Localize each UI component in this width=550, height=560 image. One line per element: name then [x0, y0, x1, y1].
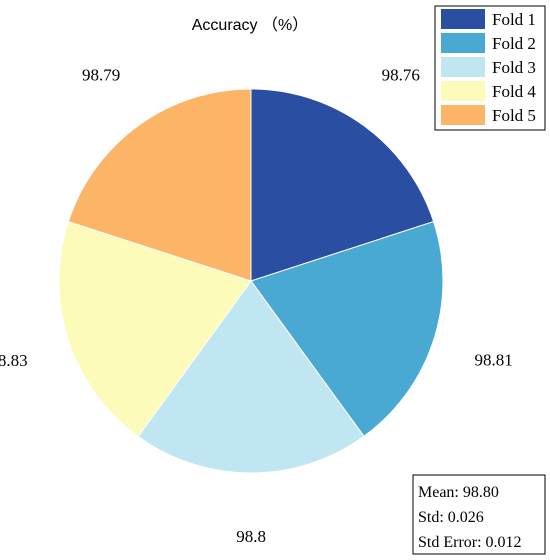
slice-value-label-fold-3: 98.8 [236, 527, 266, 546]
slice-value-label-fold-4: 98.83 [0, 351, 28, 370]
legend: Fold 1 Fold 2 Fold 3 Fold 4 Fold 5 [434, 5, 546, 131]
slice-value-label-fold-1: 98.76 [382, 66, 420, 85]
legend-label-fold-5: Fold 5 [492, 106, 536, 125]
slice-value-label-fold-5: 98.79 [82, 66, 120, 85]
legend-swatch-fold-4 [441, 81, 485, 101]
legend-label-fold-3: Fold 3 [492, 58, 536, 77]
chart-title: Accuracy （%） [192, 16, 308, 34]
legend-swatch-fold-3 [441, 57, 485, 77]
stats-std: Std: 0.026 [418, 509, 484, 526]
pie-slice-fold-2 [250, 220, 444, 437]
pie-value-labels: 98.76 98.81 98.8 98.83 98.79 [0, 66, 513, 546]
legend-label-fold-1: Fold 1 [492, 10, 536, 29]
pie-slice-fold-4 [58, 221, 252, 438]
legend-label-fold-4: Fold 4 [492, 82, 536, 101]
pie-slices [58, 88, 444, 474]
legend-label-fold-2: Fold 2 [492, 34, 536, 53]
legend-swatch-fold-2 [441, 33, 485, 53]
pie-slice-fold-3 [137, 280, 365, 474]
pie-slice-fold-5 [67, 88, 252, 282]
stats-box: Mean: 98.80 Std: 0.026 Std Error: 0.012 [412, 474, 546, 555]
stats-mean: Mean: 98.80 [418, 484, 499, 501]
stats-std-error: Std Error: 0.012 [418, 534, 522, 551]
legend-swatch-fold-1 [441, 9, 485, 29]
pie-slice-fold-1 [250, 88, 435, 282]
slice-value-label-fold-2: 98.81 [474, 351, 512, 370]
stats-box-border [412, 474, 546, 555]
legend-swatch-fold-5 [441, 105, 485, 125]
